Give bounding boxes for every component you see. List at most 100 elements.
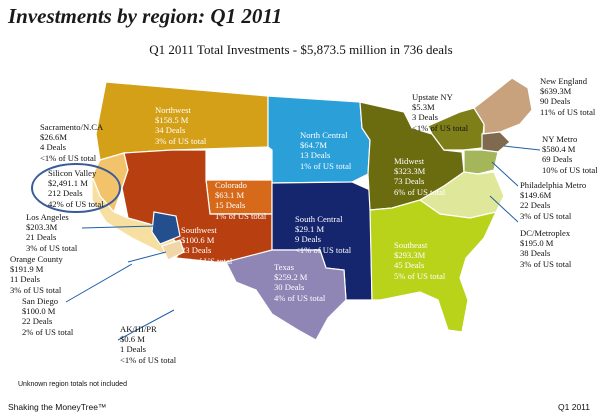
- region-name: Texas: [274, 262, 294, 272]
- region-amount: $5.3M: [412, 102, 435, 113]
- region-shape-orange-county: [161, 239, 185, 261]
- region-name: Southwest: [181, 225, 217, 235]
- region-label-sacramento: Sacramento/N.CA $26.6M 4 Deals <1% of US…: [40, 122, 103, 163]
- region-share: 3% of US total: [520, 210, 572, 221]
- region-label-ak-hi-pr: AK/HI/PR $0.6 M 1 Deals <1% of US total: [120, 324, 176, 365]
- region-amount: $293.3M: [394, 250, 426, 261]
- region-deals: 212 Deals: [48, 188, 83, 199]
- leader-line-ny-metro: [503, 145, 541, 151]
- region-name: South Central: [295, 214, 343, 224]
- region-label-los-angeles: Los Angeles $203.3M 21 Deals 3% of US to…: [26, 212, 77, 253]
- region-label-new-england: New England $639.3M 90 Deals 11% of US t…: [540, 76, 595, 117]
- footer-brand: Shaking the MoneyTree™: [8, 402, 107, 412]
- region-shape-texas: [225, 249, 347, 341]
- leader-line-philadelphia: [491, 161, 519, 187]
- region-share: 2% of US total: [181, 255, 233, 266]
- region-deals: 22 Deals: [520, 200, 551, 211]
- region-label-upstate-ny: Upstate NY $5.3M 3 Deals <1% of US total: [412, 92, 468, 133]
- region-deals: 22 Deals: [22, 316, 53, 327]
- region-name: New England: [540, 76, 588, 86]
- region-name: Midwest: [394, 156, 425, 166]
- leader-line-san-diego: [65, 263, 133, 303]
- region-share: <1% of US total: [40, 152, 97, 163]
- region-share: 1% of US total: [215, 210, 267, 221]
- region-label-midwest: Midwest $323.3M 73 Deals 6% of US total: [394, 156, 445, 197]
- region-name: Philadelphia Metro: [520, 180, 587, 190]
- region-share: 2% of US total: [22, 326, 74, 337]
- region-share: 11% of US total: [540, 106, 596, 117]
- region-share: 10% of US total: [542, 164, 598, 175]
- region-label-northwest: Northwest $158.5 M 34 Deals 3% of US tot…: [155, 105, 206, 146]
- region-share: 3% of US total: [520, 258, 572, 269]
- region-share: 3% of US total: [10, 284, 62, 295]
- region-name: Los Angeles: [26, 212, 69, 222]
- region-deals: 73 Deals: [394, 176, 425, 187]
- region-deals: 30 Deals: [274, 282, 305, 293]
- leader-lines: [65, 145, 541, 341]
- region-deals: 9 Deals: [295, 234, 322, 245]
- region-name: Southeast: [394, 240, 428, 250]
- region-deals: 15 Deals: [215, 200, 246, 211]
- leader-line-los-angeles: [81, 225, 157, 229]
- region-label-dc-metroplex: DC/Metroplex $195.0 M 38 Deals 3% of US …: [520, 228, 571, 269]
- region-deals: 13 Deals: [300, 150, 331, 161]
- region-shape-southeast: [369, 199, 498, 333]
- region-shape-philadelphia: [463, 149, 499, 175]
- region-deals: 23 Deals: [181, 245, 212, 256]
- leader-line-dc: [489, 195, 519, 223]
- region-label-philadelphia: Philadelphia Metro $149.6M 22 Deals 3% o…: [520, 180, 586, 221]
- region-amount: $158.5 M: [155, 115, 189, 126]
- region-name: DC/Metroplex: [520, 228, 571, 238]
- region-share: 42% of US total: [48, 198, 104, 209]
- region-shape-los-angeles: [151, 211, 181, 245]
- region-deals: 69 Deals: [542, 154, 573, 165]
- region-deals: 3 Deals: [412, 112, 439, 123]
- region-label-north-central: North Central $64.7M 13 Deals 1% of US t…: [300, 130, 351, 171]
- region-amount: $195.0 M: [520, 238, 554, 249]
- region-label-ny-metro: NY Metro $580.4 M 69 Deals 10% of US tot…: [542, 134, 598, 175]
- region-deals: 38 Deals: [520, 248, 551, 259]
- region-amount: $191.9 M: [10, 264, 44, 275]
- region-label-texas: Texas $259.2 M 30 Deals 4% of US total: [274, 262, 325, 303]
- region-shape-southwest: [121, 149, 273, 263]
- region-deals: 11 Deals: [10, 274, 40, 285]
- region-deals: 34 Deals: [155, 125, 186, 136]
- region-amount: $29.1 M: [295, 224, 325, 235]
- region-deals: 21 Deals: [26, 232, 57, 243]
- region-label-colorado: Colorado $63.1 M 15 Deals 1% of US total: [215, 180, 266, 221]
- footer-period: Q1 2011: [558, 402, 590, 412]
- region-label-orange-county: Orange County $191.9 M 11 Deals 3% of US…: [10, 254, 63, 295]
- region-amount: $64.7M: [300, 140, 327, 151]
- region-name: Upstate NY: [412, 92, 453, 102]
- region-share: <1% of US total: [120, 354, 177, 365]
- region-amount: $203.3M: [26, 222, 58, 233]
- region-label-south-central: South Central $29.1 M 9 Deals <1% of US …: [295, 214, 351, 255]
- region-deals: 1 Deals: [120, 344, 147, 355]
- region-amount: $2,491.1 M: [48, 178, 88, 189]
- region-share: <1% of US total: [295, 244, 352, 255]
- region-deals: 4 Deals: [40, 142, 67, 153]
- region-amount: $0.6 M: [120, 334, 145, 345]
- region-name: Silicon Valley: [48, 168, 97, 178]
- region-name: North Central: [300, 130, 348, 140]
- region-deals: 45 Deals: [394, 260, 425, 271]
- region-amount: $259.2 M: [274, 272, 308, 283]
- region-name: San Diego: [22, 296, 59, 306]
- leader-line-ak-hi-pr: [117, 309, 175, 341]
- region-name: Orange County: [10, 254, 63, 264]
- region-name: Sacramento/N.CA: [40, 122, 104, 132]
- region-name: Northwest: [155, 105, 191, 115]
- region-name: Colorado: [215, 180, 247, 190]
- region-share: 6% of US total: [394, 186, 446, 197]
- chart-subtitle: Q1 2011 Total Investments - $5,873.5 mil…: [149, 42, 453, 57]
- region-name: AK/HI/PR: [120, 324, 157, 334]
- region-share: <1% of US total: [412, 122, 469, 133]
- region-amount: $580.4 M: [542, 144, 576, 155]
- region-label-san-diego: San Diego $100.0 M 22 Deals 2% of US tot…: [22, 296, 73, 337]
- region-share: 3% of US total: [155, 135, 207, 146]
- silicon-valley-highlight: [31, 163, 121, 213]
- region-share: 5% of US total: [394, 270, 446, 281]
- region-amount: $26.6M: [40, 132, 67, 143]
- region-amount: $149.6M: [520, 190, 552, 201]
